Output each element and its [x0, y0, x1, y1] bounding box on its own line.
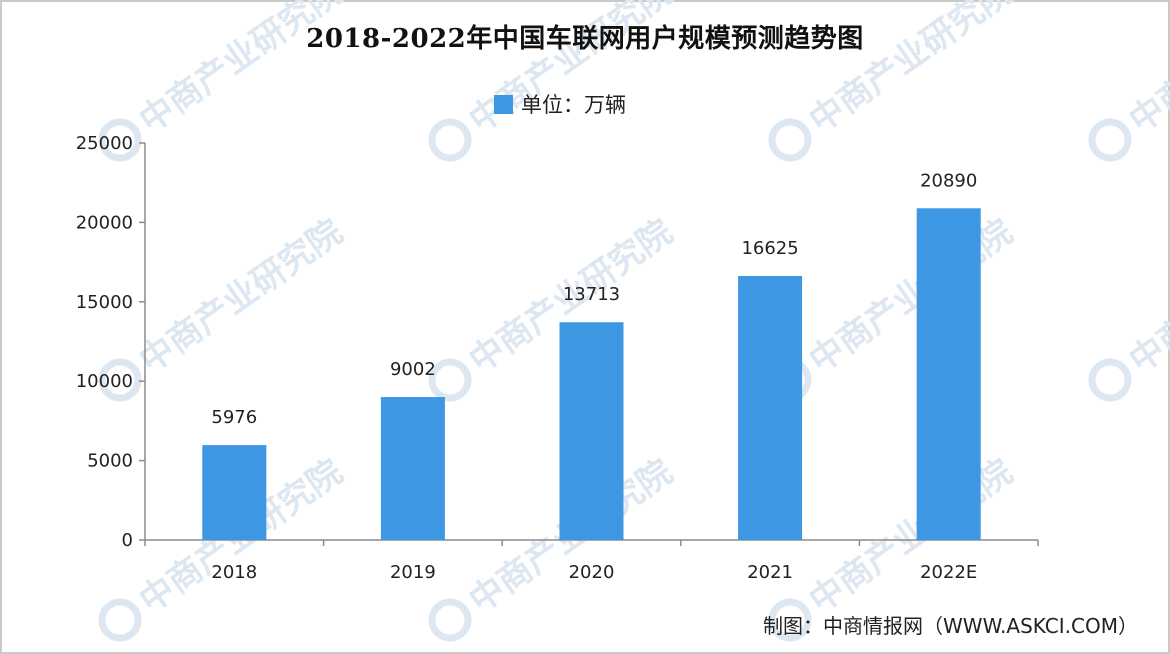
watermark-text: 中商产业研究院	[802, 212, 1020, 381]
data-label-2018: 5976	[211, 407, 257, 428]
watermark-logo-icon	[768, 118, 812, 162]
watermark-stamp: 中商产业研究院	[768, 212, 1020, 402]
y-tick-label: 20000	[76, 212, 133, 233]
chart-title: 2018-2022年中国车联网用户规模预测趋势图	[306, 24, 864, 54]
y-tick-label: 5000	[87, 451, 133, 472]
watermark-stamp: 中商产业研究院	[428, 212, 680, 402]
data-label-2020: 13713	[563, 284, 620, 305]
watermark-logo-icon	[98, 598, 142, 642]
data-label-2021: 16625	[741, 238, 798, 259]
y-tick-label: 25000	[76, 133, 133, 154]
x-tick-label: 2022E	[920, 562, 977, 583]
legend-label: 单位：万辆	[521, 93, 626, 117]
watermark-logo-icon	[98, 358, 142, 402]
x-tick-label: 2020	[569, 562, 615, 583]
watermark-logo-icon	[1088, 118, 1132, 162]
watermark-logo-icon	[428, 118, 472, 162]
labels-layer: 5976 2018 9002 2019 13713 2020 16625 2021 20890 2…	[211, 170, 977, 583]
legend: 单位：万辆	[494, 92, 626, 117]
data-label-2022E: 20890	[920, 170, 977, 191]
data-label-2019: 9002	[390, 359, 436, 380]
watermark-logo-icon	[428, 358, 472, 402]
watermark-stamp: 中商产业研究院	[1088, 212, 1170, 402]
bar-2020	[559, 322, 624, 540]
watermark-text: 中商产业研究院	[802, 452, 1020, 621]
watermark-logo-icon	[428, 598, 472, 642]
x-tick-label: 2021	[747, 562, 793, 583]
x-tick-label: 2019	[390, 562, 436, 583]
bar-2018	[202, 445, 267, 540]
y-tick-label: 10000	[76, 371, 133, 392]
source-note: 制图：中商情报网（WWW.ASKCI.COM）	[763, 614, 1138, 638]
y-tick-label: 0	[122, 530, 133, 551]
legend-swatch	[494, 94, 513, 114]
watermark-text: 中商产业研究院	[1122, 212, 1170, 381]
y-tick-label: 15000	[76, 292, 133, 313]
bars-layer	[202, 208, 981, 541]
bar-2019	[380, 397, 445, 540]
watermark-text: 中商产业研究院	[132, 212, 350, 381]
watermark-stamp: 中商产业研究院	[428, 452, 680, 642]
x-tick-label: 2018	[211, 562, 257, 583]
bar-2021	[738, 275, 803, 540]
watermark-logo-icon	[98, 118, 142, 162]
bar-2022E	[916, 208, 981, 541]
watermark-logo-icon	[1088, 358, 1132, 402]
watermark-logo-icon	[768, 598, 812, 642]
